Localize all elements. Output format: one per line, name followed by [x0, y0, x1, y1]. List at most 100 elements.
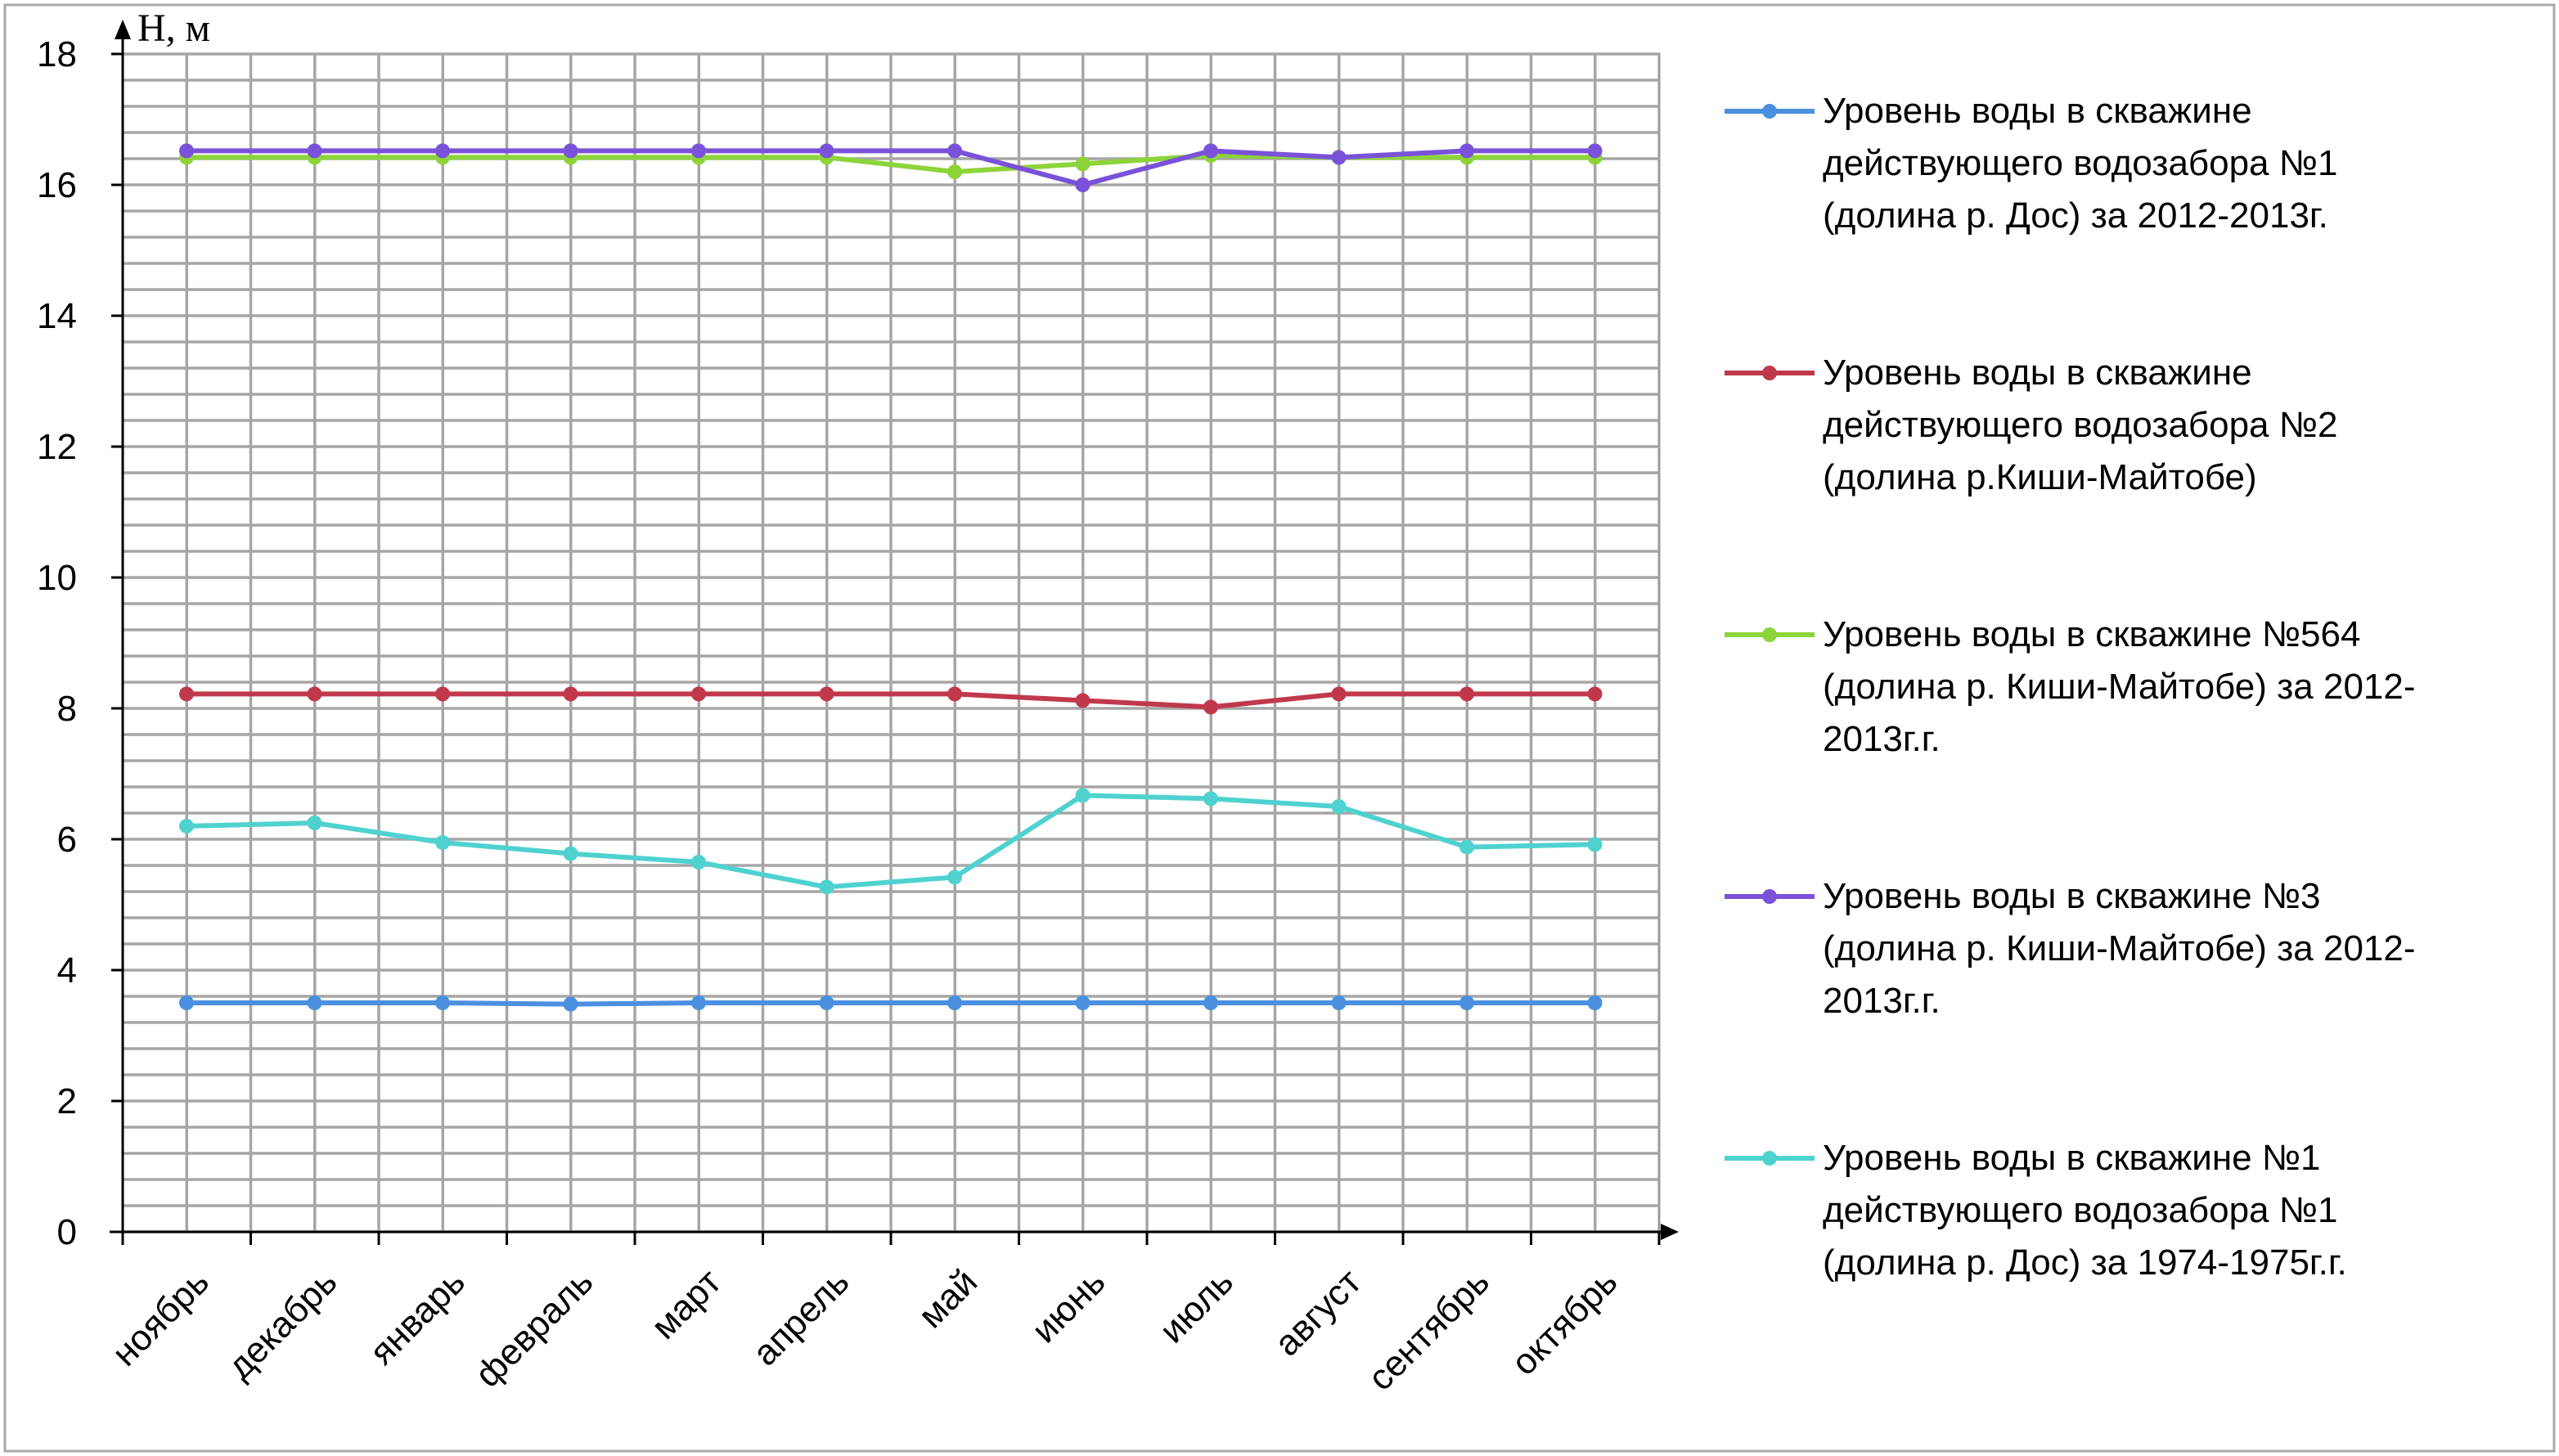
y-tick-labels: 0 2 4 6 8 10 12 14 16 18 [37, 34, 77, 1252]
series-group [179, 143, 1603, 1012]
data-point [563, 996, 578, 1012]
data-point [1331, 686, 1347, 702]
data-point [435, 143, 450, 159]
legend: Уровень воды в скважине действующего водо… [1725, 91, 2416, 1283]
y-tick-label: 0 [57, 1212, 77, 1252]
data-point [819, 143, 834, 159]
data-point [1587, 995, 1603, 1010]
data-point [435, 686, 450, 702]
data-point [691, 686, 706, 702]
y-axis-label: Н, м [137, 7, 210, 50]
data-point [947, 164, 962, 179]
legend-swatch-marker [1762, 889, 1777, 904]
data-point [563, 846, 578, 861]
data-point [1459, 143, 1474, 159]
gridlines [121, 52, 1661, 1234]
data-point [1331, 150, 1347, 165]
data-point [947, 143, 962, 159]
x-axis-arrow [1661, 1224, 1679, 1240]
legend-label: 2013г.г. [1823, 719, 1941, 759]
y-tick-label: 10 [37, 558, 77, 598]
data-point [691, 855, 706, 870]
data-point [435, 995, 450, 1010]
data-point [307, 816, 322, 830]
legend-label: (долина р. Киши-Майтобе) за 2012- [1823, 667, 2416, 707]
data-point [179, 819, 194, 834]
data-point [1203, 995, 1218, 1010]
y-tick-label: 18 [37, 34, 77, 74]
data-point [307, 995, 322, 1010]
data-point [1459, 839, 1474, 855]
axes [110, 20, 1679, 1245]
legend-item-3: Уровень воды в скважине №564 (долина р. К… [1725, 614, 2416, 759]
y-tick-label: 12 [37, 427, 77, 467]
series-4 [179, 143, 1603, 192]
data-point [1075, 156, 1091, 172]
legend-label: действующего водозабора №1 [1823, 143, 2337, 183]
series-line [186, 793, 1595, 890]
legend-label: Уровень воды в скважине №3 [1823, 876, 2321, 916]
y-tick-label: 16 [37, 165, 77, 205]
data-point [947, 870, 962, 885]
legend-label: Уровень воды в скважине [1823, 91, 2252, 131]
data-point [307, 143, 322, 159]
series-1 [179, 995, 1603, 1012]
y-axis-arrow [115, 20, 131, 39]
data-point [1075, 788, 1091, 803]
legend-swatch-marker [1762, 104, 1777, 119]
series-line [187, 691, 1595, 710]
legend-label: 2013г.г. [1823, 981, 1941, 1021]
data-point [691, 995, 706, 1010]
legend-item-5: Уровень воды в скважине №1 действующего в… [1725, 1138, 2347, 1283]
data-point [1587, 143, 1603, 159]
data-point [1587, 686, 1603, 702]
data-point [435, 835, 450, 850]
legend-label: (долина р. Киши-Майтобе) за 2012- [1823, 928, 2416, 968]
legend-label: Уровень воды в скважине [1823, 353, 2252, 393]
data-point [1075, 995, 1091, 1010]
legend-swatch-marker [1762, 627, 1777, 642]
data-point [819, 686, 834, 702]
legend-label: Уровень воды в скважине №564 [1823, 614, 2360, 654]
legend-item-2: Уровень воды в скважине действующего водо… [1725, 353, 2337, 497]
legend-swatch-marker [1762, 1151, 1777, 1166]
y-tick-label: 14 [37, 296, 77, 336]
data-point [1587, 837, 1603, 852]
data-point [691, 143, 706, 159]
data-point [179, 995, 194, 1010]
y-tick-label: 6 [57, 820, 77, 860]
data-point [947, 995, 962, 1010]
data-point [947, 686, 962, 702]
y-tick-label: 8 [57, 689, 77, 729]
data-point [1459, 995, 1474, 1010]
legend-label: Уровень воды в скважине №1 [1823, 1138, 2321, 1178]
series-5 [179, 788, 1603, 895]
legend-label: действующего водозабора №1 [1823, 1190, 2337, 1230]
legend-item-1: Уровень воды в скважине действующего водо… [1725, 91, 2337, 236]
data-point [179, 686, 194, 702]
legend-label: (долина р.Киши-Майтобе) [1823, 457, 2257, 497]
legend-label: действующего водозабора №2 [1823, 405, 2337, 445]
data-point [307, 686, 322, 702]
data-point [1203, 143, 1218, 159]
data-point [1331, 995, 1347, 1010]
series-2 [179, 686, 1603, 715]
data-point [1075, 693, 1091, 708]
y-tick-label: 2 [57, 1081, 77, 1121]
y-tick-label: 4 [57, 950, 77, 991]
series-line [187, 1000, 1595, 1007]
data-point [1459, 686, 1474, 702]
legend-label: (долина р. Дос) за 1974-1975г.г. [1823, 1243, 2347, 1283]
data-point [179, 143, 194, 159]
data-point [819, 879, 834, 895]
data-point [563, 143, 578, 159]
data-point [1203, 791, 1218, 807]
data-point [1203, 699, 1218, 715]
data-point [819, 995, 834, 1010]
legend-label: (долина р. Дос) за 2012-2013г. [1823, 195, 2328, 236]
data-point [1075, 178, 1091, 192]
series-line [187, 148, 1595, 187]
data-point [1331, 799, 1347, 814]
legend-swatch-marker [1762, 366, 1777, 380]
